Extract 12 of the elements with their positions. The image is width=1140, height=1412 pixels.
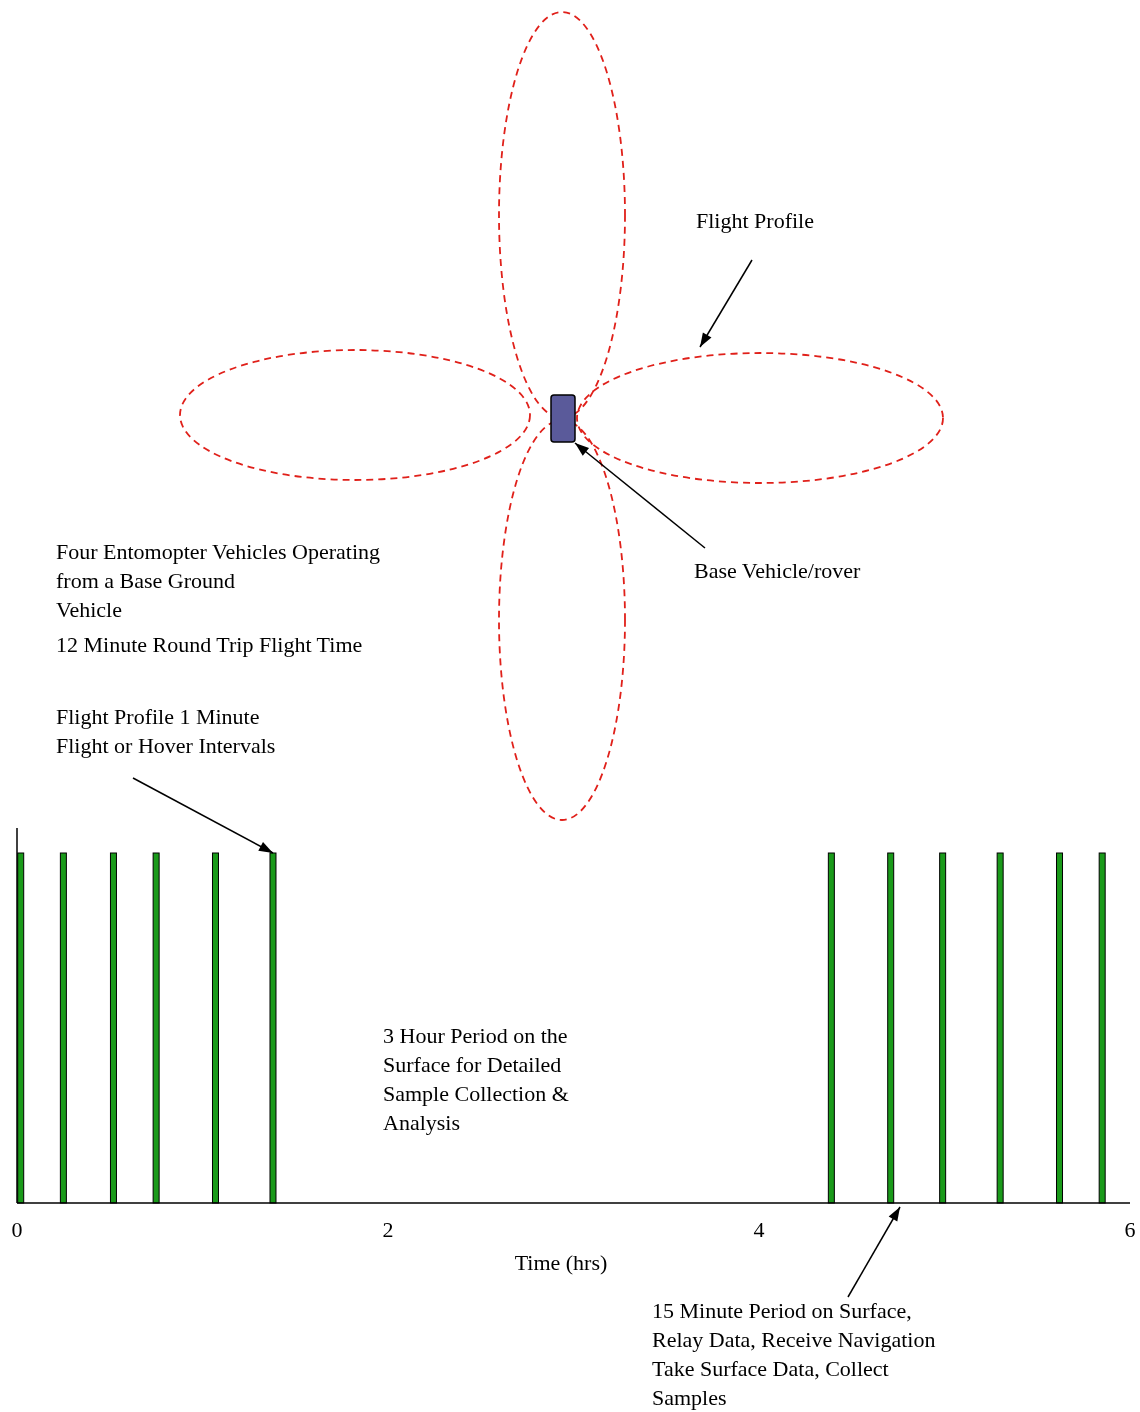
x-tick-label: 0: [11, 1217, 23, 1242]
annotation: 3 Hour Period on the Surface for Detailed Sample Collection & Analysis: [383, 1023, 569, 1135]
x-axis-title: Time (hrs): [514, 1250, 608, 1275]
x-tick-label: 2: [382, 1217, 394, 1242]
annotation: Flight Profile 1 Minute Flight or Hover Intervals: [56, 704, 276, 758]
text: Four Entomopter Vehicles Operating from a Base Ground Vehicle: [56, 539, 381, 622]
x-tick-label: 4: [753, 1217, 765, 1242]
x-tick-label: 6: [1124, 1217, 1136, 1242]
text: 12 Minute Round Trip Flight Time: [56, 632, 363, 657]
text: Flight Profile: [696, 208, 814, 233]
text: 15 Minute Period on Surface, Relay Data, Receive Navigation Take Surface Data, Collect Samples: [652, 1298, 936, 1410]
text: Base Vehicle/rover: [694, 558, 862, 583]
